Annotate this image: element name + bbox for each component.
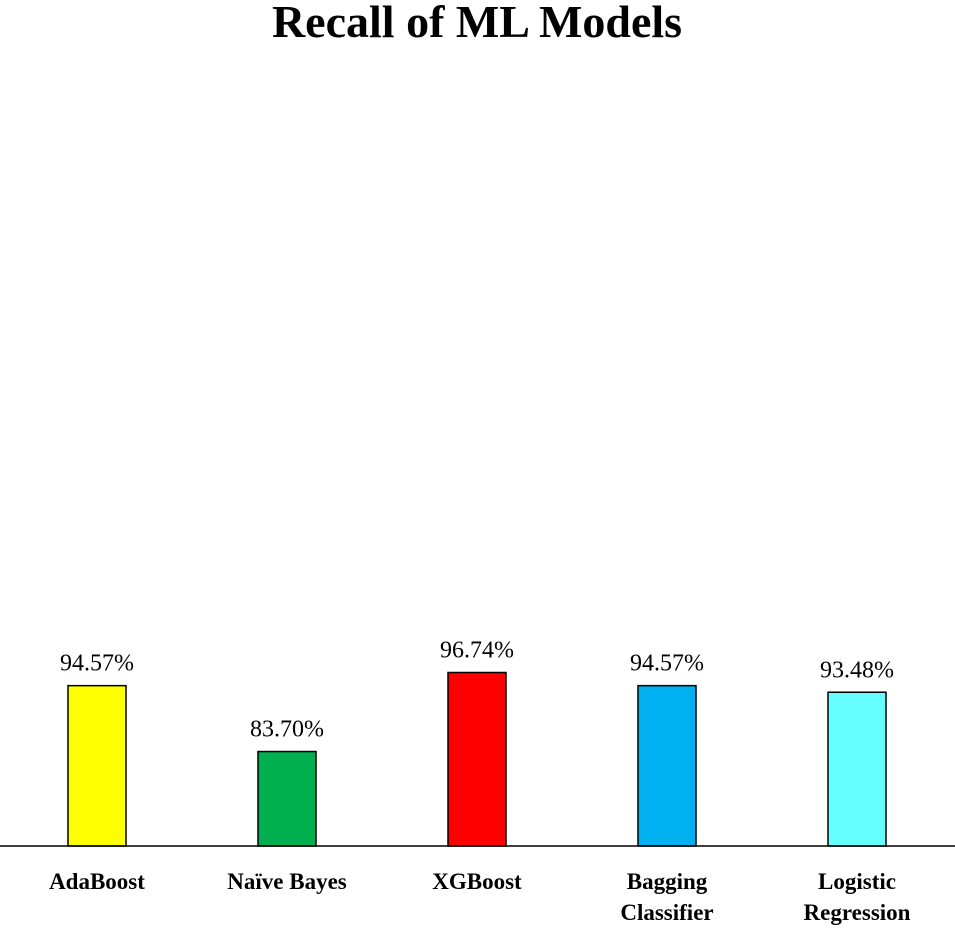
bar-2 [447,671,507,847]
category-label-0-line-0: AdaBoost [49,869,145,894]
category-label-1-line-0: Naïve Bayes [227,869,347,894]
bar-3 [637,684,697,847]
value-label-4: 93.48% [820,657,894,683]
value-label-1: 83.70% [250,717,324,743]
category-label-3-line-0: Bagging [627,869,708,894]
value-label-2: 96.74% [440,637,514,663]
bars-group [67,671,887,847]
category-label-2-line-0: XGBoost [432,869,522,894]
value-label-3: 94.57% [630,651,704,677]
bar-4 [827,691,887,847]
bar-0 [67,684,127,847]
chart-title: Recall of ML Models [272,0,682,47]
value-label-0: 94.57% [60,651,134,677]
labels-group: 94.57% AdaBoost 83.70% Naïve Bayes 96.74% XGB… [49,637,911,925]
category-label-4-line-0: Logistic [818,869,896,894]
category-label-3-line-1: Classifier [620,900,713,925]
bar-1 [257,750,317,847]
category-label-4-line-1: Regression [804,900,911,925]
